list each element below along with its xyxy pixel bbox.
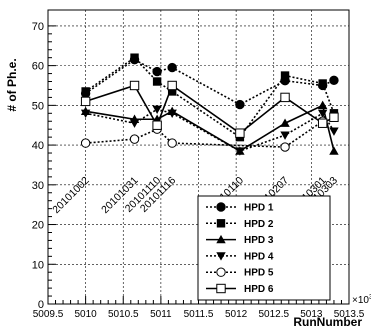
marker-square-open: [235, 128, 245, 138]
marker-square-filled: [130, 53, 139, 62]
x-tick-label: 5011: [150, 309, 172, 320]
y-tick-label: 30: [32, 180, 44, 192]
marker-triangle-down: [216, 252, 226, 261]
marker-circle-open: [129, 134, 140, 144]
x-axis-title: RunNumber: [293, 315, 362, 329]
marker-triangle-down: [129, 119, 140, 128]
legend-label: HPD 2: [244, 219, 274, 230]
series-layer: [80, 53, 339, 156]
legend-label: HPD 3: [244, 235, 274, 246]
marker-triangle-down: [152, 105, 162, 115]
marker-circle-filled: [235, 99, 245, 110]
y-tick-label: 60: [32, 61, 44, 73]
marker-square-open: [152, 120, 162, 130]
axes: 0 10 20 30 40 50 60 70 5009.5 5010 5010.5 5011 5011.…: [32, 21, 365, 320]
marker-square-filled: [152, 77, 162, 86]
marker-triangle-up: [317, 100, 328, 110]
y-tick-label: 40: [32, 140, 44, 152]
x-tick-label: 5012: [225, 309, 248, 320]
y-tick-label: 20: [32, 220, 44, 232]
marker-triangle-down: [235, 147, 245, 156]
legend-entry: HPD 5: [206, 267, 274, 279]
marker-triangle-up: [280, 118, 290, 127]
marker-triangle-down: [317, 109, 328, 118]
marker-triangle-up: [216, 234, 226, 244]
series-line: [85, 108, 335, 152]
y-tick-label: 50: [32, 100, 44, 112]
x-axis-multiplier-base: ×10: [352, 295, 369, 306]
marker-square-open: [317, 118, 328, 128]
legend-entry: HPD 4: [206, 251, 274, 262]
x-axis-multiplier-exp: 3: [369, 294, 371, 301]
marker-square-open: [80, 96, 91, 107]
legend: HPD 1 HPD 2 HPD 3 HPD 4 HPD 5 HPD 6: [197, 195, 331, 301]
legend-label: HPD 4: [244, 251, 274, 262]
marker-square-open: [216, 283, 226, 294]
legend-entry: HPD 6: [206, 283, 274, 295]
y-axis-title: # of Ph.e.: [5, 58, 19, 111]
x-tick-label: 5013.5: [334, 309, 365, 320]
legend-entry: HPD 3: [206, 234, 274, 246]
marker-circle-filled: [329, 75, 339, 86]
marker-square-filled: [318, 79, 327, 88]
marker-triangle-down: [167, 109, 177, 118]
legend-label: HPD 5: [244, 268, 274, 279]
legend-entry: HPD 2: [206, 219, 274, 230]
x-tick-label: 5011.5: [184, 309, 214, 320]
legend-label: HPD 1: [244, 203, 274, 214]
x-tick-label: 5010.5: [108, 309, 139, 320]
x-tick-label: 5013: [300, 309, 323, 320]
marker-triangle-down: [280, 131, 290, 140]
marker-triangle-down: [329, 127, 339, 136]
marker-circle-filled: [167, 62, 177, 73]
marker-circle-open: [167, 138, 177, 148]
marker-circle-open: [80, 138, 91, 148]
series-line: [85, 104, 335, 152]
marker-square-open: [329, 112, 339, 122]
marker-triangle-down: [80, 109, 91, 118]
marker-circle-open: [280, 142, 290, 152]
series-line: [85, 120, 324, 148]
x-tick-label: 5009.5: [33, 309, 64, 320]
legend-label: HPD 6: [244, 284, 274, 295]
y-tick-label: 0: [38, 299, 44, 311]
marker-square-filled: [167, 87, 177, 96]
x-tick-label: 5012.5: [258, 309, 289, 320]
y-tick-label: 70: [32, 21, 44, 33]
marker-circle-filled: [216, 202, 226, 212]
marker-triangle-up: [329, 146, 339, 155]
series-hpd-4: [80, 105, 339, 156]
legend-box: [197, 195, 331, 301]
y-tick-label: 10: [32, 259, 44, 271]
marker-circle-filled: [152, 66, 162, 77]
marker-circle-open: [216, 267, 226, 277]
marker-square-open: [129, 80, 140, 91]
marker-square-open: [167, 80, 177, 91]
series-line: [85, 58, 335, 106]
x-tick-label: 5010: [75, 309, 98, 320]
series-hpd-6: [80, 80, 339, 138]
legend-entry: HPD 1: [206, 202, 274, 214]
marker-square-filled: [81, 87, 90, 96]
marker-square-filled: [216, 219, 226, 228]
x-axis-multiplier: ×103: [352, 294, 371, 306]
series-line: [85, 84, 335, 135]
marker-square-open: [280, 92, 290, 103]
marker-square-filled: [280, 71, 290, 80]
